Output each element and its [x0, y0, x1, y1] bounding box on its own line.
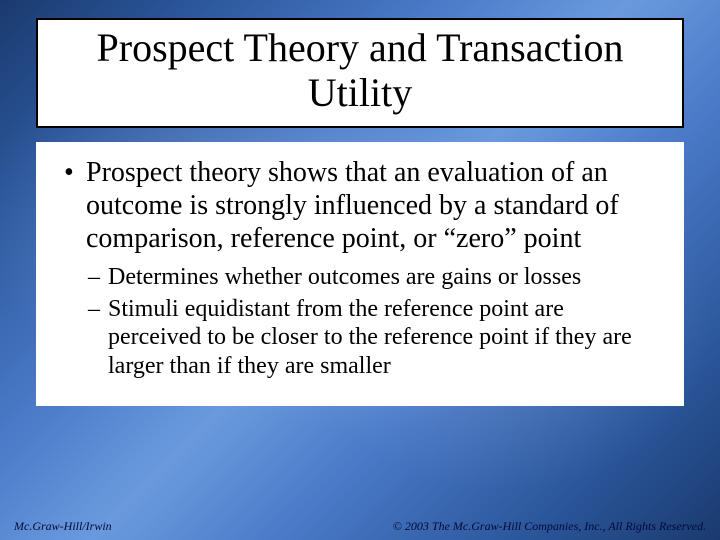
footer-copyright: © 2003 The Mc.Graw-Hill Companies, Inc.,… — [393, 519, 706, 534]
bullet-list-level1: Prospect theory shows that an evaluation… — [58, 156, 662, 380]
bullet-list-level2: Determines whether outcomes are gains or… — [86, 263, 662, 380]
title-box: Prospect Theory and Transaction Utility — [36, 18, 684, 128]
content-box: Prospect theory shows that an evaluation… — [36, 142, 684, 406]
bullet-item: Prospect theory shows that an evaluation… — [58, 156, 662, 380]
sub-bullet-text: Stimuli equidistant from the reference p… — [108, 296, 632, 379]
sub-bullet-item: Stimuli equidistant from the reference p… — [86, 295, 662, 380]
footer: Mc.Graw-Hill/Irwin © 2003 The Mc.Graw-Hi… — [14, 519, 706, 534]
slide-container: Prospect Theory and Transaction Utility … — [0, 0, 720, 540]
bullet-text: Prospect theory shows that an evaluation… — [86, 157, 619, 254]
sub-bullet-item: Determines whether outcomes are gains or… — [86, 263, 662, 291]
footer-publisher: Mc.Graw-Hill/Irwin — [14, 519, 112, 534]
sub-bullet-text: Determines whether outcomes are gains or… — [108, 264, 581, 290]
slide-title: Prospect Theory and Transaction Utility — [56, 26, 664, 116]
